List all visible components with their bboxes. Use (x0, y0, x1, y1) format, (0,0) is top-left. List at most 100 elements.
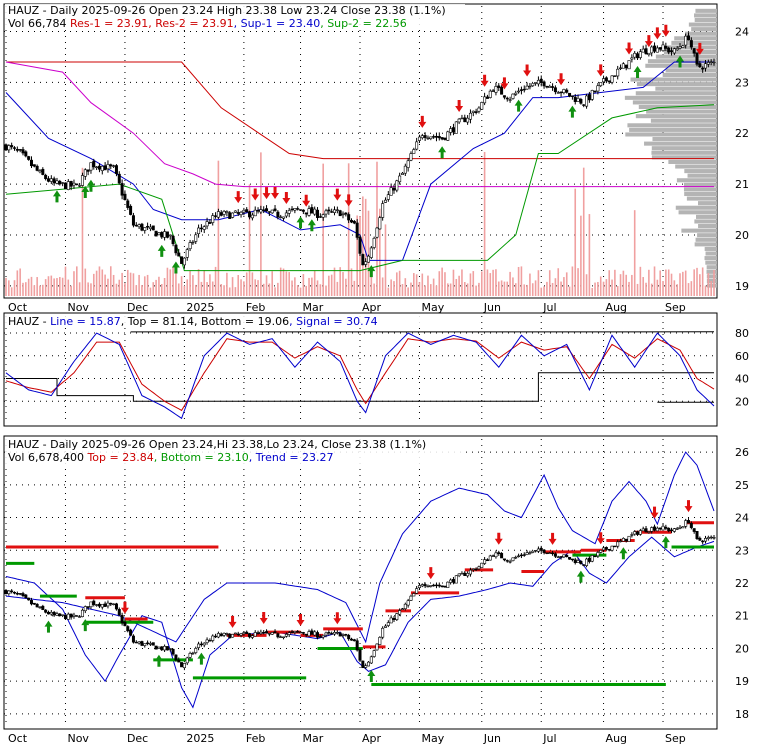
price-candle-body (313, 208, 317, 215)
trend-candle-body (610, 545, 614, 551)
volume-bar (124, 283, 126, 296)
price-candle-body (134, 224, 138, 227)
trend-sell-arrow (494, 532, 503, 545)
price-candle-body (299, 209, 303, 211)
volume-bar (554, 278, 557, 296)
oscillator-panel-header: HAUZ - Line = 15.87, Top = 81.14, Bottom… (5, 315, 465, 328)
trend-candle-body (18, 593, 22, 595)
volume-bar (342, 272, 344, 296)
price-candle-body (61, 182, 65, 184)
trend-candle-body (214, 635, 218, 638)
volume-bar (424, 285, 426, 296)
price-candle-body (265, 208, 269, 212)
trend-candle-body (262, 631, 266, 634)
volume-bar (690, 281, 693, 296)
price-candle-body (197, 227, 201, 234)
volume-bar (56, 278, 58, 296)
price-candle-body (188, 242, 192, 250)
volume-bar (667, 269, 670, 296)
volume-bar (608, 270, 611, 296)
volume-profile-bar (684, 169, 717, 174)
price-candle-body (165, 231, 169, 238)
trend-candle-body (417, 585, 421, 589)
trend-candle-body (613, 545, 617, 548)
trend-candle-body (38, 606, 42, 609)
trend-sell-arrow (596, 532, 605, 545)
price-candle-body (171, 235, 175, 245)
price-candle-body (672, 48, 676, 54)
trend-candle-body (434, 584, 438, 587)
trend-candle-body (129, 629, 133, 636)
price-candle-body (202, 226, 206, 230)
trend-lower-envelope (5, 536, 715, 709)
trend-candle-body (358, 649, 362, 661)
oscillator-signal-line (5, 338, 715, 412)
volume-bar (526, 284, 528, 296)
legend-entry: , Trend = 23.27 (249, 451, 334, 464)
price-candle-body (21, 149, 25, 154)
price-candle-body (347, 214, 351, 221)
resistance-1-line (6, 61, 714, 160)
volume-bar (73, 271, 75, 296)
volume-bar (81, 167, 84, 296)
trend-candle-body (568, 556, 572, 560)
trend-candle-body (525, 552, 529, 555)
trend-candle-body (347, 635, 351, 640)
volume-bar (200, 281, 203, 296)
price-candle-body (270, 209, 274, 214)
volume-bar (421, 273, 424, 296)
price-candle-body (457, 118, 461, 123)
ticker-symbol: HAUZ - (8, 438, 50, 451)
volume-bar (180, 276, 183, 296)
trend-sell-arrow (228, 615, 237, 628)
volume-bar (84, 268, 87, 296)
trend-sell-arrow (296, 613, 305, 626)
volume-bar (684, 270, 687, 296)
volume-bar (682, 271, 684, 296)
trend-candle-body (695, 531, 699, 539)
price-candle-body (352, 220, 356, 224)
volume-bar (39, 285, 41, 296)
trend-sell-arrow (548, 532, 557, 545)
volume-bar (42, 284, 44, 296)
volume-bar (217, 160, 220, 296)
header-backdrop (5, 438, 465, 464)
trend-candle-body (35, 603, 39, 608)
trend-candle-body (307, 631, 311, 637)
trend-candle-body (344, 634, 348, 636)
trend-candle-body (672, 528, 676, 532)
volume-bar (149, 287, 152, 296)
volume-profile-bar (624, 95, 717, 100)
price-x-tick: Dec (127, 301, 148, 314)
trend-upper-envelope (5, 451, 715, 644)
header-line-1: HAUZ - Daily 2025-09-26 Open 23.24,Hi 23… (8, 438, 426, 451)
trend-candle-body (400, 608, 404, 610)
volume-bar (152, 282, 155, 296)
trend-candle-body (548, 552, 552, 555)
volume-bar (223, 285, 225, 296)
volume-bar (339, 267, 341, 296)
trend-candle-body (191, 652, 195, 655)
price-x-tick: May (421, 301, 444, 314)
price-candle-body (361, 254, 365, 266)
price-candle-body (66, 181, 70, 190)
trend-sell-arrow (684, 500, 693, 513)
trend-candle-body (83, 606, 87, 612)
price-candle-body (310, 207, 314, 214)
trend-candle-body (556, 556, 560, 558)
volume-bar (234, 287, 237, 296)
trend-candle-body (52, 611, 56, 616)
price-candle-body (330, 211, 334, 213)
sell-signal-arrow (302, 194, 311, 207)
volume-bar (30, 276, 33, 296)
volume-bar (362, 196, 364, 296)
price-candle-body (290, 208, 294, 211)
volume-bar (427, 275, 429, 296)
volume-bar (228, 287, 231, 296)
volume-bar (163, 278, 166, 296)
volume-bar (497, 281, 500, 296)
volume-profile-bar (655, 86, 717, 91)
trend-sell-arrow (259, 612, 268, 625)
volume-bar (446, 283, 449, 296)
price-candle-body (451, 127, 455, 133)
